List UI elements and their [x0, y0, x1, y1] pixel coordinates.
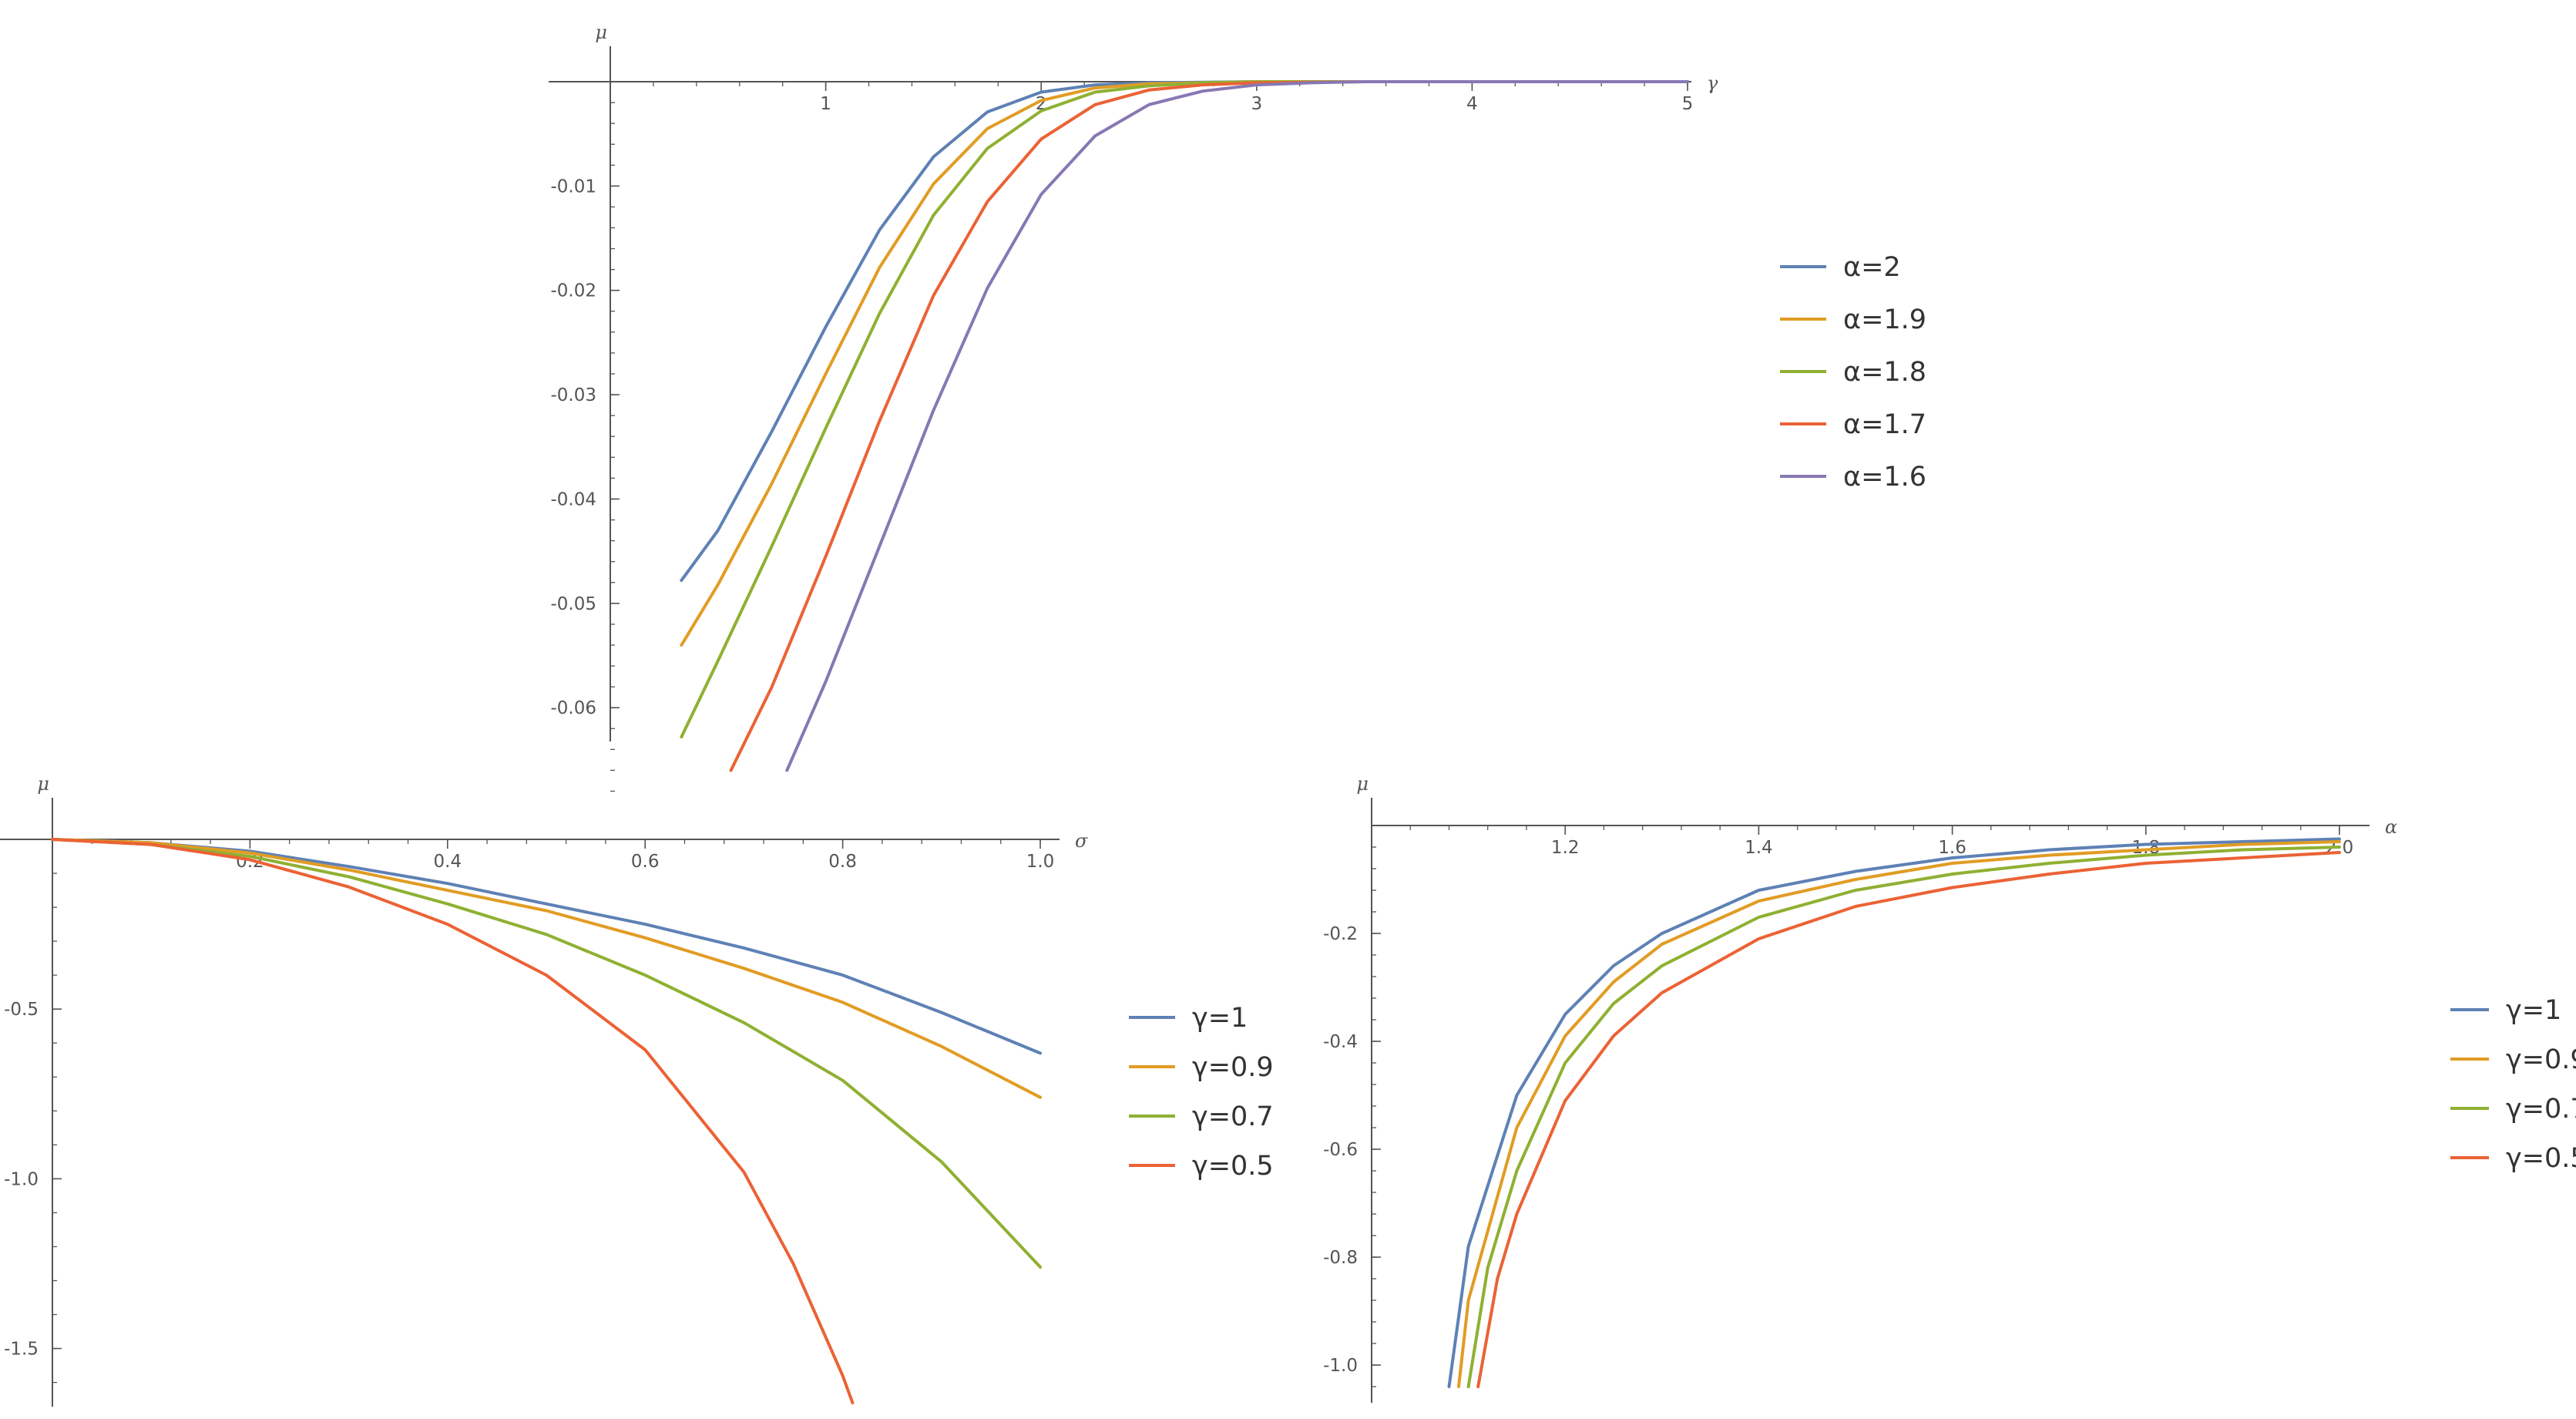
legend-label: γ=1: [2506, 995, 2561, 1026]
series-line-4: [1476, 851, 2341, 1388]
y-tick-label: -0.03: [550, 385, 596, 405]
y-tick-label: -0.06: [550, 698, 596, 718]
series-line-2: [51, 838, 1042, 1099]
legend-label: γ=0.9: [2506, 1044, 2576, 1075]
series-line-5: [785, 80, 1689, 772]
y-axis-label: μ: [595, 22, 607, 43]
y-axis-label: μ: [1356, 773, 1369, 795]
y-tick-label: -0.02: [550, 281, 596, 301]
y-tick-label: -1.5: [4, 1340, 39, 1360]
x-tick-label: 0.6: [631, 852, 660, 872]
legend-label: α=1.8: [1843, 357, 1926, 388]
y-tick-label: -0.04: [550, 489, 596, 509]
series-line-1: [1447, 837, 2341, 1388]
y-tick-label: -1.0: [1323, 1356, 1358, 1376]
x-tick-label: 4: [1466, 94, 1478, 114]
chart-1: 1 2 3 4 5-0.01-0.02-0.03-0.04-0.05-0.06γμα=2…: [549, 22, 1926, 792]
series-line-2: [680, 80, 1689, 647]
y-tick-label: -0.05: [550, 594, 596, 614]
legend-label: γ=0.7: [1192, 1101, 1274, 1132]
legend-label: α=2: [1843, 252, 1901, 283]
series-line-4: [51, 838, 855, 1404]
y-tick-label: -0.2: [1323, 924, 1358, 944]
x-tick-label: 3: [1251, 94, 1262, 114]
legend-label: γ=0.5: [2506, 1143, 2576, 1174]
series-line-3: [51, 838, 1042, 1269]
x-tick-label: 0.4: [434, 852, 462, 872]
y-tick-label: -0.4: [1323, 1032, 1358, 1052]
series-line-3: [1466, 846, 2341, 1388]
series-line-1: [680, 80, 1689, 582]
y-tick-label: -0.5: [4, 1000, 39, 1020]
x-tick-label: 5: [1682, 94, 1694, 114]
x-tick-label: 0.8: [828, 852, 857, 872]
y-tick-label: -1.0: [4, 1169, 39, 1189]
legend-label: α=1.9: [1843, 304, 1926, 335]
chart-2: 0.2 0.4 0.6 0.8 1.0-0.5-1.0-1.5σμγ=1γ=0.9γ=0…: [0, 773, 1274, 1407]
x-tick-label: 1: [820, 94, 831, 114]
legend-label: γ=1: [1192, 1003, 1248, 1034]
legend-label: γ=0.9: [1192, 1052, 1274, 1083]
series-line-1: [51, 838, 1042, 1055]
series-line-3: [680, 80, 1689, 739]
x-axis-label: γ: [1707, 72, 1718, 94]
x-tick-label: 1.6: [1938, 838, 1966, 858]
series-line-4: [729, 80, 1689, 772]
legend-label: α=1.6: [1843, 462, 1926, 493]
x-tick-label: 1.2: [1551, 838, 1580, 858]
y-tick-label: -0.01: [550, 177, 596, 197]
legend-label: γ=0.5: [1192, 1151, 1274, 1182]
legend-label: γ=0.7: [2506, 1094, 2576, 1125]
x-axis-label: σ: [1075, 830, 1088, 852]
x-tick-label: 1.4: [1745, 838, 1773, 858]
legend-label: α=1.7: [1843, 409, 1926, 440]
x-axis-label: α: [2385, 816, 2397, 838]
y-tick-label: -0.6: [1323, 1140, 1358, 1160]
y-axis-label: μ: [37, 773, 49, 795]
y-tick-label: -0.8: [1323, 1248, 1358, 1268]
x-tick-label: 1.0: [1026, 852, 1055, 872]
chart-3: 1.2 1.4 1.6 1.8 2.0-0.2-0.4-0.6-0.8-1.0αμγ=1…: [1323, 773, 2576, 1403]
series-line-2: [1457, 840, 2341, 1388]
